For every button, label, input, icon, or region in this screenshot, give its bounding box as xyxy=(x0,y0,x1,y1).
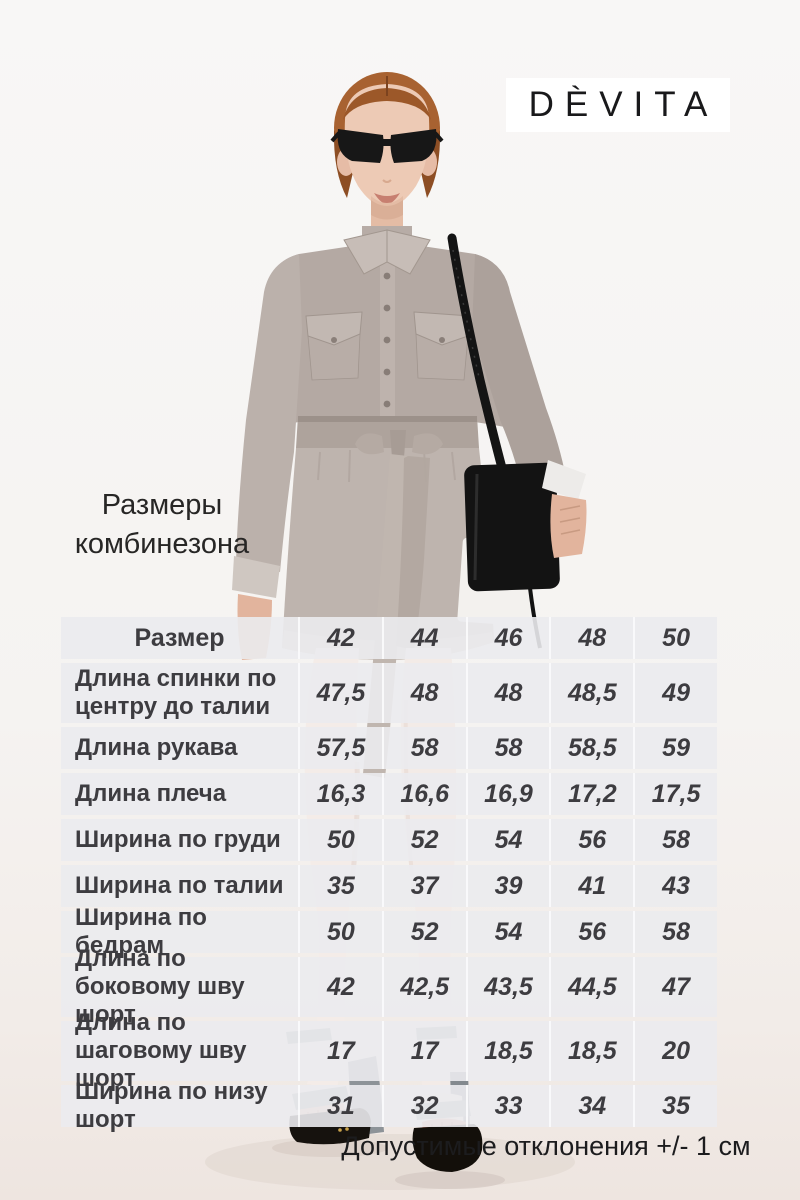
cell-value: 16,6 xyxy=(381,773,466,815)
cell-value: 52 xyxy=(381,911,466,953)
tolerance-note: Допустимые отклонения +/- 1 см xyxy=(341,1131,751,1161)
cell-value: 44,5 xyxy=(549,957,633,1017)
cell-value: 48 xyxy=(465,663,550,723)
cell-value: 52 xyxy=(381,819,466,861)
model-head xyxy=(330,72,444,250)
cell-value: 33 xyxy=(465,1085,550,1127)
cell-value: 50 xyxy=(298,911,382,953)
size-col-44: 44 xyxy=(381,617,466,659)
cell-value: 54 xyxy=(465,911,550,953)
cell-value: 32 xyxy=(381,1085,466,1127)
cell-value: 17 xyxy=(298,1021,382,1081)
shoulder-bag xyxy=(447,233,587,649)
cell-value: 31 xyxy=(298,1085,382,1127)
cell-value: 42 xyxy=(298,957,382,1017)
cell-value: 41 xyxy=(549,865,633,907)
table-row: Ширина по низу шорт 31 32 33 34 35 xyxy=(61,1078,717,1133)
cell-value: 58,5 xyxy=(549,727,633,769)
row-label: Ширина по низу шорт xyxy=(75,1078,268,1133)
cell-value: 17,5 xyxy=(633,773,717,815)
cell-value: 43 xyxy=(633,865,717,907)
cell-value: 18,5 xyxy=(465,1021,550,1081)
cell-value: 59 xyxy=(633,727,717,769)
size-table-header-label: Размер xyxy=(134,624,225,652)
page-title-line2: комбинезона xyxy=(74,528,250,560)
table-row: Длина спинки по центру до талии 47,5 48 … xyxy=(61,663,717,723)
cell-value: 17 xyxy=(381,1021,466,1081)
size-col-46: 46 xyxy=(465,617,550,659)
size-table-header-row: Размер 42 44 46 48 50 xyxy=(61,617,717,659)
cell-value: 58 xyxy=(381,727,466,769)
cell-value: 57,5 xyxy=(298,727,382,769)
cell-value: 58 xyxy=(633,819,717,861)
sunglasses-icon xyxy=(330,129,444,163)
row-label: Длина по шаговому шву шорт xyxy=(75,1009,247,1092)
cell-value: 35 xyxy=(633,1085,717,1127)
cell-value: 37 xyxy=(381,865,466,907)
page-title-line1: Размеры xyxy=(101,489,223,521)
row-label: Длина плеча xyxy=(75,780,227,807)
cell-value: 54 xyxy=(465,819,550,861)
row-label: Длина рукава xyxy=(75,734,238,761)
table-row: Длина по шаговому шву шорт 17 17 18,5 18… xyxy=(61,1009,717,1092)
page-title: Размеры комбинезона xyxy=(75,486,249,564)
table-row: Ширина по талии 35 37 39 41 43 xyxy=(61,865,717,907)
table-row: Длина по боковому шву шорт 42 42,5 43,5 … xyxy=(61,945,717,1028)
row-label: Длина по боковому шву шорт xyxy=(75,945,245,1028)
size-col-50: 50 xyxy=(633,617,717,659)
cell-value: 56 xyxy=(549,911,633,953)
cell-value: 39 xyxy=(465,865,550,907)
size-col-48: 48 xyxy=(549,617,633,659)
cell-value: 43,5 xyxy=(465,957,550,1017)
cell-value: 50 xyxy=(298,819,382,861)
cell-value: 56 xyxy=(549,819,633,861)
row-label: Длина спинки по центру до талии xyxy=(75,665,277,720)
cell-value: 48,5 xyxy=(549,663,633,723)
cell-value: 17,2 xyxy=(549,773,633,815)
cell-value: 47 xyxy=(633,957,717,1017)
cell-value: 35 xyxy=(298,865,382,907)
table-row: Длина плеча 16,3 16,6 16,9 17,2 17,5 xyxy=(61,773,717,815)
cell-value: 58 xyxy=(633,911,717,953)
cell-value: 18,5 xyxy=(549,1021,633,1081)
table-row: Длина рукава 57,5 58 58 58,5 59 xyxy=(61,727,717,769)
size-col-42: 42 xyxy=(298,617,382,659)
jumpsuit xyxy=(232,226,566,778)
cell-value: 16,3 xyxy=(298,773,382,815)
cell-value: 16,9 xyxy=(465,773,550,815)
cell-value: 58 xyxy=(465,727,550,769)
cell-value: 48 xyxy=(381,663,466,723)
size-table: Размер 42 44 46 48 50 Длина спинки по це… xyxy=(61,617,717,1133)
cell-value: 34 xyxy=(549,1085,633,1127)
cell-value: 20 xyxy=(633,1021,717,1081)
row-label: Ширина по груди xyxy=(75,826,281,853)
brand-logo: DÈVITA xyxy=(506,78,730,132)
row-label: Ширина по талии xyxy=(75,872,284,899)
cell-value: 47,5 xyxy=(298,663,382,723)
cell-value: 42,5 xyxy=(381,957,466,1017)
chest-pockets xyxy=(305,311,471,381)
table-row: Ширина по груди 50 52 54 56 58 xyxy=(61,819,717,861)
cell-value: 49 xyxy=(633,663,717,723)
table-row: Ширина по бедрам 50 52 54 56 58 xyxy=(61,904,717,959)
